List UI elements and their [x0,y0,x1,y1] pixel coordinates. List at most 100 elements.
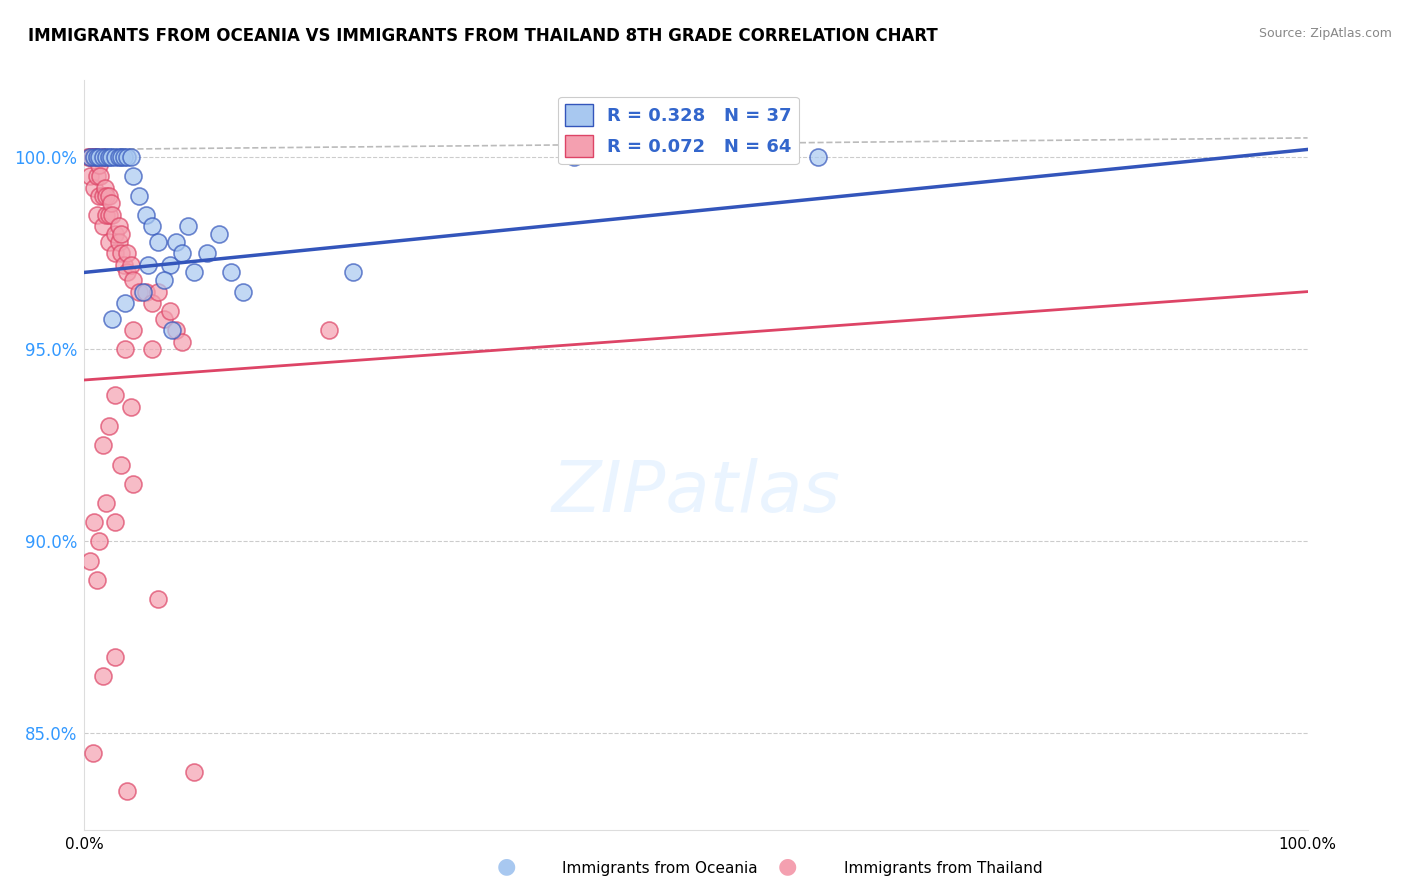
Point [91,150,114,164]
Text: Immigrants from Thailand: Immigrants from Thailand [844,861,1042,876]
Point [83,150,105,164]
Point [172,334,194,349]
Point [562,150,585,164]
Point [96,150,118,164]
Point [91,219,114,234]
Point [107,235,129,249]
Point [94,181,117,195]
Point [136,258,159,272]
Point [101,311,124,326]
Point [100,150,122,164]
Point [195,246,218,260]
Point [91,669,114,683]
Point [183,764,205,779]
Point [122,323,145,337]
Point [82,150,104,164]
Point [87,158,110,172]
Point [219,265,242,279]
Point [104,246,127,260]
Text: ZIPatlas: ZIPatlas [551,458,841,527]
Point [110,246,132,260]
Point [135,208,157,222]
Point [122,273,145,287]
Point [79,553,101,567]
Point [120,150,142,164]
Point [91,438,114,452]
Point [97,150,120,164]
Point [89,169,111,184]
Point [107,219,129,234]
Point [141,296,163,310]
Point [114,296,136,310]
Point [104,388,127,402]
Point [114,343,136,357]
Point [86,150,108,164]
Point [101,208,124,222]
Legend: R = 0.328   N = 37, R = 0.072   N = 64: R = 0.328 N = 37, R = 0.072 N = 64 [558,97,799,164]
Point [97,188,120,202]
Point [87,534,110,549]
Point [172,246,194,260]
Point [79,150,101,164]
Point [159,258,181,272]
Point [128,188,150,202]
Point [97,235,120,249]
Text: Immigrants from Oceania: Immigrants from Oceania [562,861,758,876]
Point [104,515,127,529]
Point [83,181,105,195]
Point [100,196,122,211]
Point [153,273,176,287]
Text: IMMIGRANTS FROM OCEANIA VS IMMIGRANTS FROM THAILAND 8TH GRADE CORRELATION CHART: IMMIGRANTS FROM OCEANIA VS IMMIGRANTS FR… [28,27,938,45]
Point [79,169,101,184]
Point [91,150,114,164]
Point [83,150,105,164]
Point [112,150,135,164]
Point [86,208,108,222]
Point [342,265,364,279]
Point [159,303,181,318]
Point [120,400,142,414]
Text: ●: ● [778,856,797,876]
Point [83,515,105,529]
Point [87,150,110,164]
Point [141,219,163,234]
Point [232,285,254,299]
Point [77,150,100,164]
Point [183,265,205,279]
Point [115,246,138,260]
Point [91,188,114,202]
Point [82,746,104,760]
Point [96,188,118,202]
Point [115,150,138,164]
Point [86,169,108,184]
Point [86,573,108,587]
Text: Source: ZipAtlas.com: Source: ZipAtlas.com [1258,27,1392,40]
Point [79,150,101,164]
Point [96,496,118,510]
Point [165,323,187,337]
Point [132,285,155,299]
Point [115,784,138,798]
Point [141,343,163,357]
Point [177,219,200,234]
Point [135,285,157,299]
Point [153,311,176,326]
Point [86,150,108,164]
Point [87,188,110,202]
Point [115,265,138,279]
Point [208,227,231,241]
Y-axis label: 8th Grade: 8th Grade [0,417,3,493]
Point [807,150,830,164]
Point [122,476,145,491]
Point [165,235,187,249]
Point [146,235,169,249]
Point [146,285,169,299]
Point [104,150,127,164]
Point [96,208,118,222]
Point [110,150,132,164]
Point [146,592,169,607]
Point [104,649,127,664]
Point [128,285,150,299]
Point [97,208,120,222]
Point [97,419,120,434]
